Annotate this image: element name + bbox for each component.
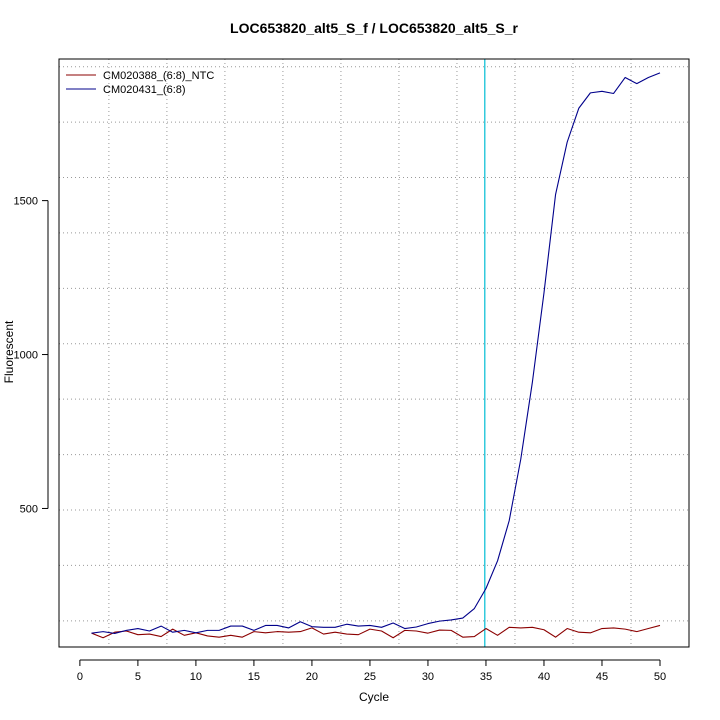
x-tick-label: 15 [248, 671, 260, 683]
x-tick-label: 0 [77, 671, 83, 683]
x-tick-label: 5 [135, 671, 141, 683]
plot-frame [58, 58, 690, 648]
legend-label-1: CM020388_(6:8)_NTC [103, 70, 214, 82]
x-tick-label: 45 [596, 671, 608, 683]
chart-title: LOC653820_alt5_S_f / LOC653820_alt5_S_r [230, 20, 519, 36]
series-lines [91, 72, 661, 639]
y-tick-label: 1500 [14, 196, 38, 208]
x-tick-label: 10 [190, 671, 202, 683]
x-axis: 0 5 10 15 20 25 30 35 40 45 50 [77, 659, 666, 683]
x-tick-label: 50 [654, 671, 666, 683]
x-tick-label: 30 [422, 671, 434, 683]
legend: CM020388_(6:8)_NTC CM020431_(6:8) [66, 70, 214, 96]
x-tick-label: 25 [364, 671, 376, 683]
series-line-1 [91, 624, 661, 639]
y-tick-label: 1000 [14, 350, 38, 362]
series-line-2 [91, 72, 661, 635]
legend-label-2: CM020431_(6:8) [103, 84, 186, 96]
x-axis-label: Cycle [359, 690, 389, 704]
x-tick-label: 20 [306, 671, 318, 683]
x-tick-label: 35 [480, 671, 492, 683]
y-tick-label: 500 [20, 503, 38, 515]
y-axis-label: Fluorescent [2, 320, 16, 383]
x-tick-label: 40 [538, 671, 550, 683]
grid [59, 59, 689, 647]
y-axis: 500 1000 1500 [14, 196, 49, 515]
